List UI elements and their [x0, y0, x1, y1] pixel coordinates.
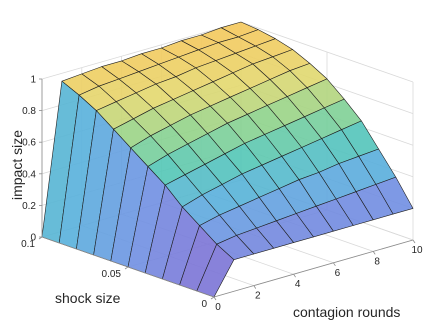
grid-line-z-side	[41, 21, 242, 80]
x-tick-label: 4	[295, 279, 301, 290]
x-tick-label: 0	[215, 302, 221, 313]
z-tick-label: 0.4	[22, 169, 36, 180]
z-tick-label: 0.6	[22, 138, 36, 149]
z-axis-label: impact size	[9, 130, 25, 200]
x-tick-label: 10	[411, 245, 423, 256]
y-tick-label: 0.05	[102, 269, 122, 280]
x-tick-mark	[213, 296, 217, 301]
z-tick-label: 1	[30, 75, 36, 86]
y-tick-label: 0	[201, 299, 207, 310]
x-tick-mark	[372, 251, 376, 255]
y-tick-mark	[210, 296, 215, 300]
x-tick-mark	[293, 273, 296, 278]
x-tick-label: 2	[255, 291, 261, 302]
x-tick-mark	[412, 239, 416, 244]
y-tick-mark	[124, 266, 129, 270]
z-tick-label: 0	[30, 233, 36, 244]
z-tick-label: 0.8	[22, 106, 36, 117]
x-axis-line	[213, 239, 414, 298]
x-tick-mark	[253, 285, 257, 289]
y-tick-label: 0.1	[21, 239, 35, 250]
z-tick-label: 0.2	[22, 201, 36, 212]
y-axis-label: shock size	[55, 290, 121, 306]
x-axis-label: contagion rounds	[293, 304, 400, 320]
x-tick-label: 8	[374, 256, 380, 267]
x-tick-label: 6	[335, 268, 341, 279]
x-tick-mark	[333, 262, 336, 267]
